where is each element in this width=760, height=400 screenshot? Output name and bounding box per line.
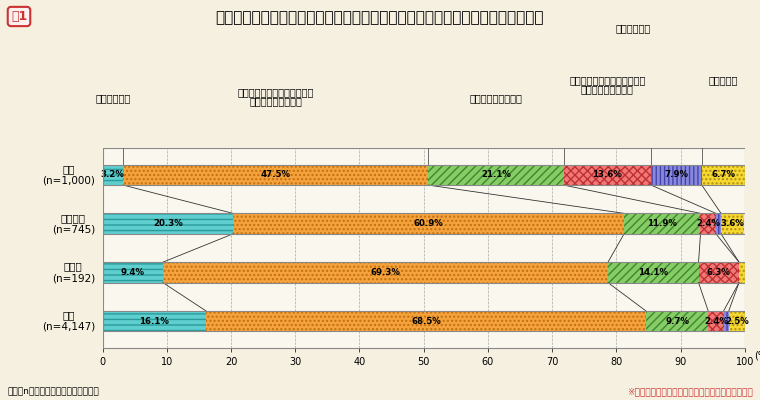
Bar — [103, 213, 745, 234]
Text: 3.6%: 3.6% — [720, 219, 745, 228]
Text: 16.1%: 16.1% — [139, 317, 169, 326]
Bar — [646, 311, 708, 332]
Bar — [701, 213, 716, 234]
Bar — [123, 164, 428, 185]
Bar — [716, 213, 721, 234]
Bar — [428, 164, 564, 185]
Text: （注）n：有効回答者数（以下同じ）: （注）n：有効回答者数（以下同じ） — [8, 387, 100, 396]
Bar — [624, 213, 701, 234]
Text: 分からない: 分からない — [708, 75, 738, 85]
Text: 6.3%: 6.3% — [707, 268, 730, 277]
Text: どちらとも言えない: どちらとも言えない — [470, 93, 522, 103]
Bar — [721, 213, 744, 234]
Text: 69.3%: 69.3% — [371, 268, 401, 277]
Bar — [103, 262, 163, 283]
Text: 60.9%: 60.9% — [413, 219, 443, 228]
Bar — [708, 311, 724, 332]
Text: 2.4%: 2.4% — [696, 219, 720, 228]
Text: 市民
(n=1,000): 市民 (n=1,000) — [42, 164, 95, 186]
Text: 2.5%: 2.5% — [725, 317, 749, 326]
Text: 民間企業
(n=745): 民間企業 (n=745) — [52, 213, 95, 234]
Bar — [103, 311, 206, 332]
Text: 14.1%: 14.1% — [638, 268, 668, 277]
Text: 3.2%: 3.2% — [101, 170, 125, 179]
Bar — [233, 213, 624, 234]
Bar — [103, 311, 745, 332]
Bar — [103, 262, 745, 283]
Text: 一般職の国家公務員の倫理感について、現在、どのような印象をお持ちですか。: 一般職の国家公務員の倫理感について、現在、どのような印象をお持ちですか。 — [216, 10, 544, 25]
Bar — [651, 164, 701, 185]
Text: 2.4%: 2.4% — [704, 317, 728, 326]
Text: 全体として倫理感が低いが、: 全体として倫理感が低いが、 — [569, 75, 645, 85]
Text: 68.5%: 68.5% — [411, 317, 441, 326]
Bar — [206, 311, 646, 332]
Text: 全体として倫理感が高いが、: 全体として倫理感が高いが、 — [237, 87, 314, 97]
Text: 職員
(n=4,147): 職員 (n=4,147) — [42, 310, 95, 332]
Bar — [103, 164, 745, 185]
Bar — [724, 311, 729, 332]
Bar — [608, 262, 698, 283]
Bar — [163, 262, 608, 283]
Text: 7.9%: 7.9% — [664, 170, 689, 179]
Bar — [739, 262, 746, 283]
Text: (%): (%) — [755, 350, 760, 360]
Bar — [103, 213, 233, 234]
Text: 6.7%: 6.7% — [711, 170, 735, 179]
Text: 一部に高い者もいる: 一部に高い者もいる — [581, 84, 634, 94]
Bar — [698, 262, 739, 283]
Text: 21.1%: 21.1% — [481, 170, 511, 179]
Bar — [564, 164, 651, 185]
Text: 図1: 図1 — [11, 10, 27, 23]
Text: 一部に低い者もいる: 一部に低い者もいる — [249, 96, 302, 106]
Text: 有識者
(n=192): 有識者 (n=192) — [52, 262, 95, 283]
Bar — [729, 311, 745, 332]
Bar — [701, 164, 745, 185]
Text: 倫理感が低い: 倫理感が低い — [615, 23, 651, 33]
Text: 9.4%: 9.4% — [121, 268, 145, 277]
Text: 11.9%: 11.9% — [648, 219, 677, 228]
Bar — [103, 164, 123, 185]
Text: 13.6%: 13.6% — [593, 170, 622, 179]
Text: 倫理感が高い: 倫理感が高い — [95, 93, 131, 103]
Text: ※有識者モニターは「倫理感が低い」の選択者なし: ※有識者モニターは「倫理感が低い」の選択者なし — [627, 387, 752, 396]
Text: 20.3%: 20.3% — [153, 219, 182, 228]
Text: 9.7%: 9.7% — [665, 317, 689, 326]
Text: 47.5%: 47.5% — [261, 170, 290, 179]
